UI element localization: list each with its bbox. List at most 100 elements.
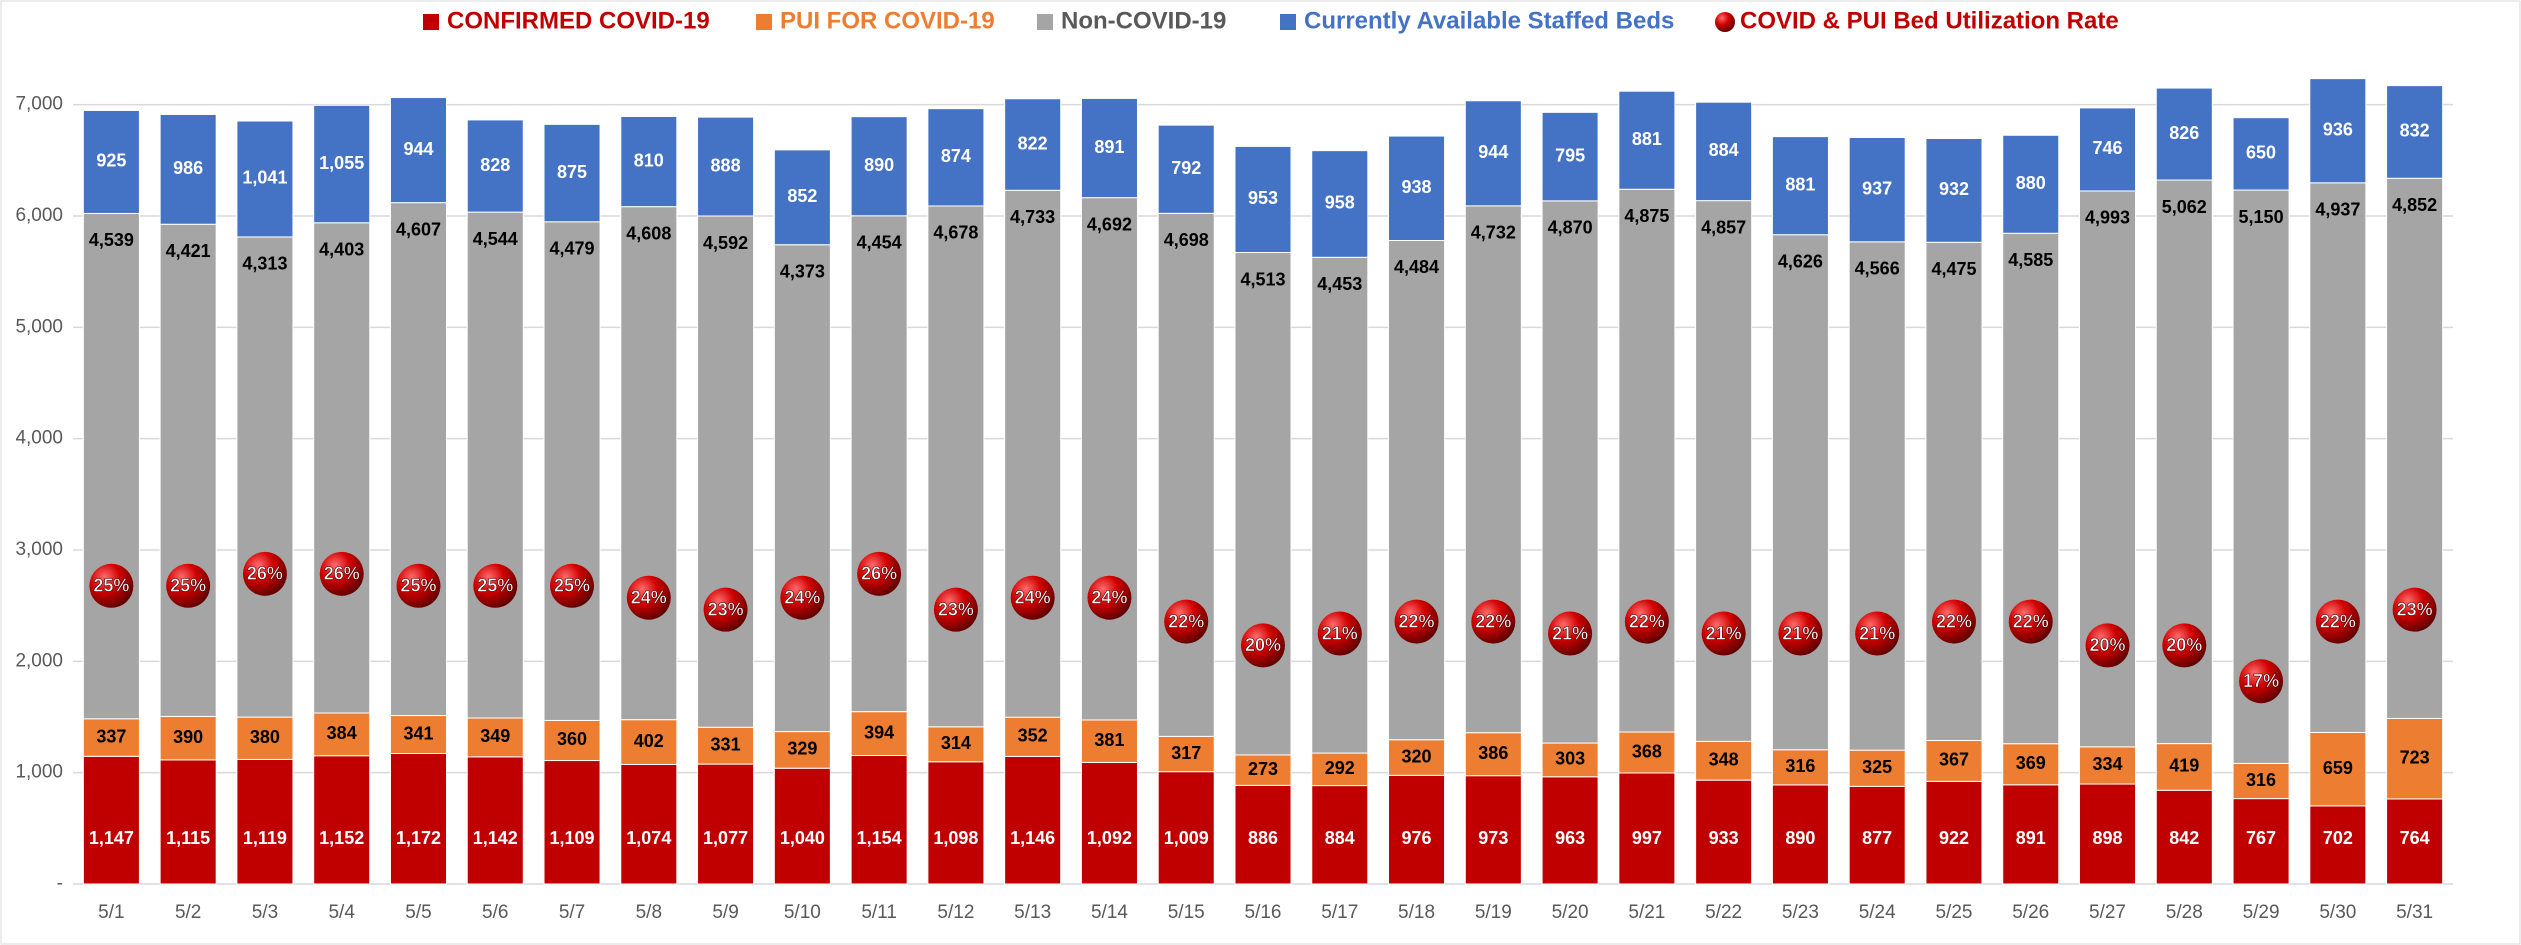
bar-segment: [1311, 150, 1369, 258]
bar-segment: [1234, 784, 1292, 885]
rate-marker: [857, 551, 902, 596]
x-tick-label: 5/2: [175, 902, 201, 923]
bar-segment: [466, 756, 524, 885]
legend-label: Currently Available Staffed Beds: [1304, 7, 1674, 34]
bar-segment: [236, 120, 294, 238]
data-label: 881: [1632, 129, 1662, 149]
bar-segment: [2002, 743, 2060, 786]
data-label: 368: [1632, 741, 1662, 761]
rate-marker: [1701, 611, 1746, 656]
data-label: 795: [1555, 145, 1585, 165]
bar-segment: [1925, 780, 1983, 885]
data-label: 898: [2092, 828, 2122, 848]
bar-segment: [543, 123, 601, 223]
data-label: 4,692: [1087, 214, 1132, 234]
data-label: 4,857: [1701, 217, 1746, 237]
bar-segment: [313, 712, 371, 757]
data-label: 822: [1018, 133, 1048, 153]
legend-label: Non-COVID-19: [1061, 7, 1226, 34]
data-label: 986: [173, 158, 203, 178]
rate-marker: [242, 551, 287, 596]
data-label: 944: [1478, 142, 1508, 162]
bar-segment: [620, 115, 678, 208]
x-tick-label: 5/24: [1859, 902, 1896, 923]
data-label: 723: [2400, 747, 2430, 767]
data-label: 380: [250, 727, 280, 747]
data-label: 958: [1325, 193, 1355, 213]
bar-segment: [1771, 136, 1829, 236]
rate-label: 25%: [170, 576, 206, 596]
rate-label: 24%: [1091, 587, 1127, 607]
bar-segment: [620, 206, 678, 721]
bar-segment: [2002, 134, 2060, 234]
rate-marker: [626, 575, 671, 620]
data-label: 4,626: [1778, 251, 1823, 271]
bar-segment: [236, 758, 294, 885]
x-tick-label: 5/19: [1475, 902, 1512, 923]
bar-segment: [1311, 752, 1369, 787]
bar-segment: [1388, 239, 1446, 741]
x-tick-label: 5/26: [2012, 902, 2049, 923]
bar-segment: [1464, 205, 1522, 734]
bar-segment: [1157, 124, 1215, 214]
bar-segment: [466, 717, 524, 758]
bar-segment: [1848, 785, 1906, 885]
data-label: 1,098: [933, 828, 978, 848]
data-label: 4,513: [1240, 269, 1285, 289]
bar-segment: [1695, 200, 1753, 742]
x-tick-label: 5/25: [1935, 902, 1972, 923]
x-tick-label: 5/1: [98, 902, 124, 923]
rate-marker: [933, 587, 978, 632]
bar-segment: [1004, 98, 1062, 191]
data-label: 341: [403, 723, 433, 743]
rate-marker: [2008, 599, 2053, 644]
bar-segment: [2232, 798, 2290, 885]
data-label: 1,146: [1010, 828, 1055, 848]
rate-label: 21%: [1552, 623, 1588, 643]
data-label: 891: [2016, 828, 2046, 848]
data-label: 320: [1402, 746, 1432, 766]
data-label: 4,453: [1317, 274, 1362, 294]
data-label: 828: [480, 155, 510, 175]
data-label: 5,150: [2239, 207, 2284, 227]
bar-segment: [773, 244, 831, 733]
bar-segment: [1925, 739, 1983, 782]
y-tick-label: 5,000: [15, 316, 63, 337]
data-label: 314: [941, 733, 971, 753]
x-tick-label: 5/30: [2319, 902, 2356, 923]
bar-segment: [1848, 137, 1906, 243]
y-tick-label: 6,000: [15, 205, 63, 226]
bar-segment: [1157, 212, 1215, 737]
bar-segment: [1388, 774, 1446, 885]
bar-segment: [927, 761, 985, 885]
data-label: 4,403: [319, 240, 364, 260]
bar-segment: [1080, 97, 1138, 199]
rate-label: 17%: [2243, 671, 2279, 691]
bar-segment: [1234, 145, 1292, 254]
bar-segment: [1157, 771, 1215, 885]
bar-segment: [850, 755, 908, 885]
data-label: 273: [1248, 759, 1278, 779]
bar-segment: [1234, 754, 1292, 786]
legend-swatch: [1715, 12, 1735, 32]
rate-marker: [2085, 623, 2130, 668]
rate-marker: [396, 563, 441, 608]
data-label: 292: [1325, 758, 1355, 778]
data-label: 944: [403, 139, 433, 159]
rate-marker: [550, 563, 595, 608]
rate-marker: [319, 551, 364, 596]
rate-label: 24%: [784, 587, 820, 607]
data-label: 767: [2246, 828, 2276, 848]
data-label: 419: [2169, 756, 2199, 776]
data-label: 316: [2246, 770, 2276, 790]
rate-label: 23%: [708, 599, 744, 619]
rate-marker: [1855, 611, 1900, 656]
data-label: 702: [2323, 828, 2353, 848]
data-label: 4,454: [857, 233, 902, 253]
bar-segment: [927, 108, 985, 207]
data-label: 884: [1709, 140, 1739, 160]
data-label: 1,154: [857, 828, 902, 848]
x-tick-label: 5/8: [636, 902, 662, 923]
legend-swatch: [423, 14, 439, 30]
bar-segment: [2078, 746, 2137, 785]
